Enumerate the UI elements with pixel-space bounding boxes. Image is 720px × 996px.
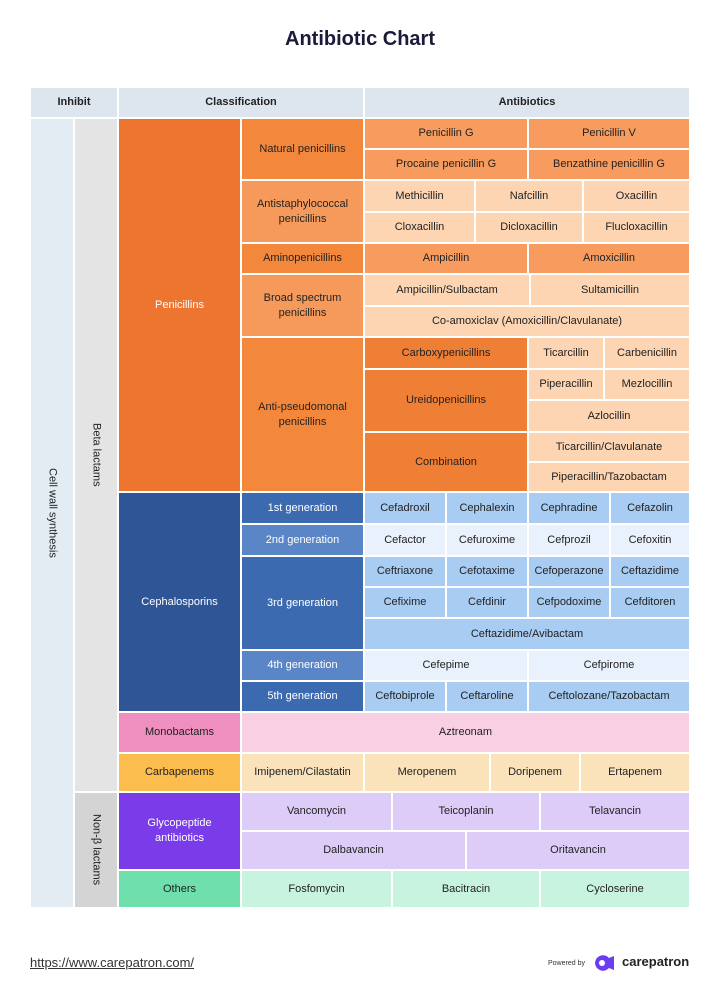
subclass: 1st generation	[241, 492, 364, 524]
antibiotic: Bacitracin	[392, 870, 540, 908]
subclass: Broad spectrum penicillins	[241, 274, 364, 337]
antibiotic: Cefuroxime	[446, 524, 528, 556]
antibiotic: Ceftaroline	[446, 681, 528, 712]
antibiotic: Ertapenem	[580, 753, 690, 792]
class: Carbapenems	[118, 753, 241, 792]
antibiotic: Amoxicillin	[528, 243, 690, 274]
antibiotic: Cloxacillin	[364, 212, 475, 243]
class: Others	[118, 870, 241, 908]
antibiotic: Vancomycin	[241, 792, 392, 831]
antibiotic: Teicoplanin	[392, 792, 540, 831]
antibiotic: Benzathine penicillin G	[528, 149, 690, 180]
antibiotic: Cephalexin	[446, 492, 528, 524]
logo	[595, 955, 614, 971]
antibiotic: Ticarcillin/Clavulanate	[528, 432, 690, 462]
antibiotic: Cefotaxime	[446, 556, 528, 587]
antibiotic: Telavancin	[540, 792, 690, 831]
antibiotic: Cefactor	[364, 524, 446, 556]
subgroup: Combination	[364, 432, 528, 492]
antibiotic: Ticarcillin	[528, 337, 604, 369]
antibiotic: Ceftobiprole	[364, 681, 446, 712]
antibiotic: Ceftazidime/Avibactam	[364, 618, 690, 650]
column-header: Antibiotics	[364, 87, 690, 118]
antibiotic: Cefadroxil	[364, 492, 446, 524]
subclass: Antistaphylococcal penicillins	[241, 180, 364, 243]
antibiotic: Doripenem	[490, 753, 580, 792]
antibiotic: Oritavancin	[466, 831, 690, 870]
antibiotic: Methicillin	[364, 180, 475, 212]
antibiotic: Cefpodoxime	[528, 587, 610, 618]
antibiotic: Cefoperazone	[528, 556, 610, 587]
antibiotic: Dalbavancin	[241, 831, 466, 870]
group: Beta lactams	[74, 118, 118, 792]
antibiotic: Cefdinir	[446, 587, 528, 618]
column-header: Inhibit	[30, 87, 118, 118]
antibiotic: Ampicillin/Sulbactam	[364, 274, 530, 306]
subclass: 5th generation	[241, 681, 364, 712]
antibiotic: Cefprozil	[528, 524, 610, 556]
powered-by: Powered by	[548, 960, 585, 967]
antibiotic: Mezlocillin	[604, 369, 690, 400]
class: Glycopeptide antibiotics	[118, 792, 241, 870]
subclass: 3rd generation	[241, 556, 364, 650]
antibiotic: Aztreonam	[241, 712, 690, 753]
antibiotic: Oxacillin	[583, 180, 690, 212]
antibiotic: Cefpirome	[528, 650, 690, 681]
antibiotic: Ceftriaxone	[364, 556, 446, 587]
subclass: 2nd generation	[241, 524, 364, 556]
class: Cephalosporins	[118, 492, 241, 712]
subclass: Aminopenicillins	[241, 243, 364, 274]
class: Penicillins	[118, 118, 241, 492]
footer-link[interactable]: https://www.carepatron.com/	[30, 955, 195, 970]
antibiotic: Ceftazidime	[610, 556, 690, 587]
group: Non-β lactams	[74, 792, 118, 908]
subgroup: Ureidopenicillins	[364, 369, 528, 432]
class: Monobactams	[118, 712, 241, 753]
antibiotic: Co-amoxiclav (Amoxicillin/Clavulanate)	[364, 306, 690, 337]
antibiotic: Cycloserine	[540, 870, 690, 908]
antibiotic: Dicloxacillin	[475, 212, 583, 243]
antibiotic: Cephradine	[528, 492, 610, 524]
subgroup: Carboxypenicillins	[364, 337, 528, 369]
antibiotic: Piperacillin/Tazobactam	[528, 462, 690, 492]
antibiotic: Piperacillin	[528, 369, 604, 400]
antibiotic: Cefoxitin	[610, 524, 690, 556]
antibiotic: Cefixime	[364, 587, 446, 618]
antibiotic: Cefepime	[364, 650, 528, 681]
antibiotic: Sultamicillin	[530, 274, 690, 306]
antibiotic: Meropenem	[364, 753, 490, 792]
antibiotic: Penicillin V	[528, 118, 690, 149]
antibiotic: Imipenem/Cilastatin	[241, 753, 364, 792]
brand: carepatron	[622, 954, 690, 969]
subclass: 4th generation	[241, 650, 364, 681]
antibiotic: Cefazolin	[610, 492, 690, 524]
antibiotic: Carbenicillin	[604, 337, 690, 369]
inhibit: Cell wall synthesis	[30, 118, 74, 908]
antibiotic: Cefditoren	[610, 587, 690, 618]
antibiotic: Ceftolozane/Tazobactam	[528, 681, 690, 712]
antibiotic: Azlocillin	[528, 400, 690, 432]
antibiotic: Nafcillin	[475, 180, 583, 212]
antibiotic: Flucloxacillin	[583, 212, 690, 243]
antibiotic: Ampicillin	[364, 243, 528, 274]
column-header: Classification	[118, 87, 364, 118]
subclass: Natural penicillins	[241, 118, 364, 180]
subclass: Anti-pseudomonal penicillins	[241, 337, 364, 492]
antibiotic: Penicillin G	[364, 118, 528, 149]
title: Antibiotic Chart	[285, 28, 435, 50]
antibiotic: Fosfomycin	[241, 870, 392, 908]
antibiotic: Procaine penicillin G	[364, 149, 528, 180]
